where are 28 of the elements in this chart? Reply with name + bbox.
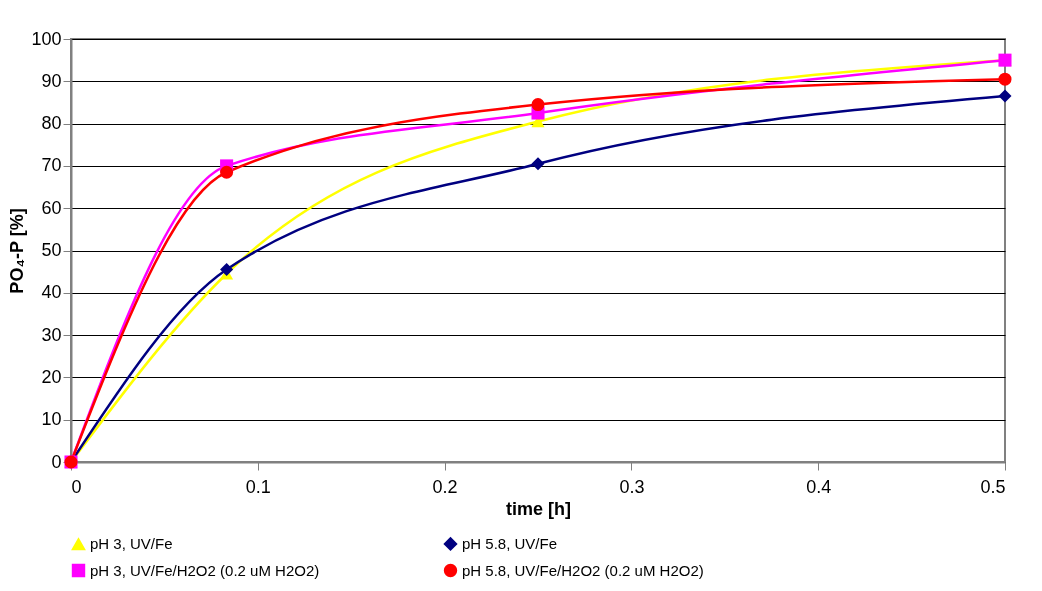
y-tick-label: 80	[41, 113, 62, 134]
y-tick-label: 20	[41, 366, 62, 387]
legend-label: pH 3, UV/Fe	[90, 535, 173, 553]
legend-label: pH 5.8, UV/Fe	[462, 534, 558, 552]
point	[531, 98, 545, 112]
x-axis-title: time [h]	[506, 498, 571, 519]
legend-label: pH 5.8, UV/Fe/H2O2 (0.2 uM H2O2)	[462, 561, 704, 579]
y-tick-label: 40	[41, 282, 62, 303]
y-tick-label: 30	[41, 324, 62, 345]
y-tick-label: 0	[51, 451, 62, 472]
y-tick-label: 70	[41, 155, 62, 176]
x-tick-label: 0.5	[980, 476, 1006, 497]
x-tick-label: 0.1	[245, 476, 271, 497]
point	[998, 72, 1012, 86]
point	[998, 89, 1012, 103]
point	[531, 157, 545, 171]
y-tick-label: 10	[41, 409, 62, 430]
x-tick-label: 0.3	[619, 476, 645, 497]
x-tick-label: 0.2	[432, 476, 458, 497]
x-tick-label: 0.4	[806, 476, 832, 497]
x-tick-label: 0	[71, 476, 82, 497]
y-tick-label: 50	[41, 240, 62, 260]
legend-label: pH 3, UV/Fe/H2O2 (0.2 uM H2O2)	[90, 561, 320, 579]
y-axis-title: PO₄-P [%]	[7, 208, 28, 294]
y-tick-label: 60	[41, 197, 62, 218]
y-tick-label: 100	[31, 28, 62, 49]
y-tick-label: 90	[41, 70, 62, 91]
point	[220, 165, 234, 179]
